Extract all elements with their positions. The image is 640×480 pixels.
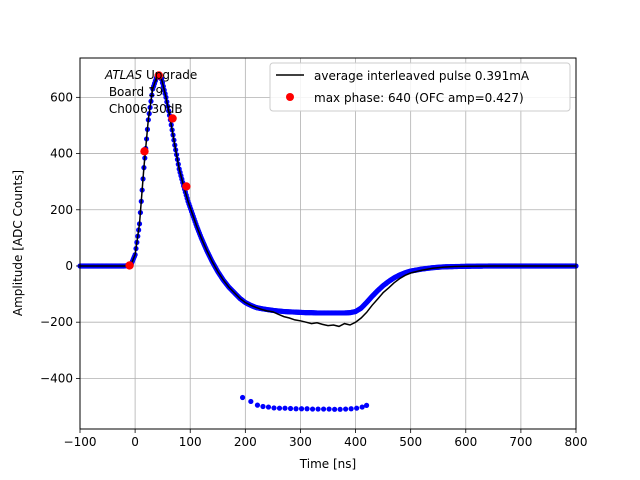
- lower-sample-point: [254, 402, 261, 408]
- x-axis-label: Time [ns]: [299, 457, 356, 471]
- y-tick-label: 400: [50, 147, 73, 161]
- lower-sample-point: [320, 406, 327, 412]
- annotation-line-2: Board 19: [105, 85, 163, 99]
- legend-marker-swatch: [286, 93, 294, 101]
- x-tick-label: 700: [509, 435, 532, 449]
- legend-box: [269, 62, 571, 112]
- axis-ticks: −100 0 100 200 300 400 500 600 700 800 −400 −200 0 20…: [40, 90, 587, 449]
- lower-sample-point: [293, 406, 299, 412]
- y-tick-label: 600: [50, 90, 73, 104]
- x-tick-label: 300: [289, 435, 312, 449]
- legend-label-average-pulse: average interleaved pulse 0.391mA: [314, 69, 530, 83]
- lower-sample-point: [298, 406, 305, 412]
- lower-sample-point: [348, 406, 354, 412]
- lower-sample-point: [260, 403, 266, 410]
- lower-sample-point: [271, 405, 277, 411]
- lower-sample-point: [332, 406, 338, 412]
- annotation-line-1: ATLAS Upgrade: [104, 68, 197, 82]
- lower-sample-point: [265, 404, 272, 410]
- lower-sample-point: [354, 405, 360, 411]
- lower-sample-point: [282, 405, 288, 411]
- x-tick-label: 100: [179, 435, 202, 449]
- annotation-upgrade: Upgrade: [142, 68, 197, 82]
- y-tick-label: −200: [40, 315, 73, 329]
- lower-sample-point: [287, 405, 294, 412]
- x-tick-label: −100: [64, 435, 97, 449]
- max-phase-point: [168, 114, 177, 123]
- lower-sample-point: [309, 406, 316, 412]
- x-tick-label: 0: [131, 435, 139, 449]
- lower-sample-point: [248, 398, 254, 405]
- lower-sample-point: [239, 394, 246, 401]
- max-phase-point: [154, 71, 164, 80]
- y-tick-label: −400: [40, 371, 73, 385]
- max-phase-point: [140, 147, 149, 156]
- y-tick-label: 200: [50, 203, 73, 217]
- x-tick-label: 600: [454, 435, 477, 449]
- lower-sample-point: [337, 406, 343, 412]
- x-tick-label: 800: [565, 435, 588, 449]
- legend-label-max-phase: max phase: 640 (OFC amp=0.427): [314, 91, 524, 105]
- annotation-brand: ATLAS: [104, 68, 143, 82]
- lower-sample-point: [304, 406, 310, 412]
- x-tick-label: 500: [399, 435, 422, 449]
- lower-sample-point: [363, 402, 370, 408]
- y-axis-label: Amplitude [ADC Counts]: [11, 170, 25, 316]
- lower-sample-point: [343, 406, 349, 412]
- plot-frame: [79, 57, 577, 430]
- max-phase-point: [125, 261, 134, 270]
- y-tick-label: 0: [65, 259, 73, 273]
- max-phase-point: [182, 182, 191, 191]
- series-max-phase: [125, 71, 191, 270]
- annotation-line-3: Ch006 30dB: [105, 102, 183, 116]
- lower-sample-point: [326, 406, 332, 412]
- annotation: ATLAS Upgrade Board 19 Ch006 30dB: [104, 68, 197, 116]
- legend: average interleaved pulse 0.391mA max ph…: [269, 62, 571, 112]
- x-tick-label: 200: [234, 435, 257, 449]
- lower-sample-point: [359, 404, 365, 410]
- lower-sample-point: [276, 405, 283, 411]
- x-tick-label: 400: [344, 435, 367, 449]
- series-lower-samples: [239, 394, 370, 412]
- series-average-pulse-line: [80, 74, 576, 328]
- lower-sample-point: [315, 406, 321, 412]
